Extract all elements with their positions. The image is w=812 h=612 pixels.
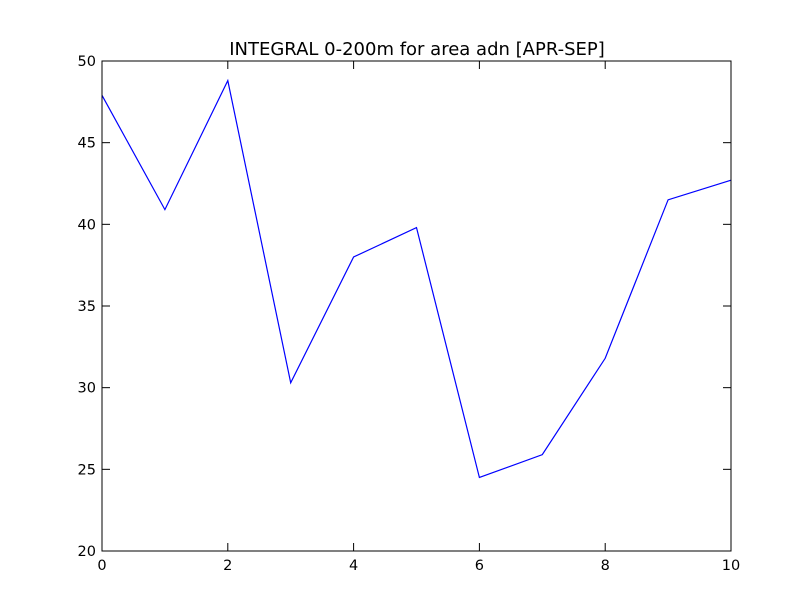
x-tick-label: 4 xyxy=(349,558,358,574)
x-tick-label: 0 xyxy=(97,558,106,574)
x-tick-label: 8 xyxy=(601,558,610,574)
y-tick-label: 25 xyxy=(78,462,96,478)
x-tick-label: 10 xyxy=(722,558,740,574)
chart-title: INTEGRAL 0-200m for area adn [APR-SEP] xyxy=(229,39,605,60)
y-tick-label: 30 xyxy=(78,381,96,397)
x-tick-label: 6 xyxy=(475,558,484,574)
series-line xyxy=(101,78,732,479)
y-tick-label: 20 xyxy=(78,544,96,560)
ticks-layer: 0 2 4 6 8 10 20 25 30 35 40 45 50 xyxy=(78,54,741,574)
x-tick-label: 2 xyxy=(223,558,232,574)
y-tick-label: 50 xyxy=(78,54,96,70)
series-layer xyxy=(101,78,732,479)
y-tick-label: 40 xyxy=(78,217,96,233)
y-tick-label: 45 xyxy=(78,136,96,152)
y-tick-label: 35 xyxy=(78,299,96,315)
plot-frame xyxy=(101,60,732,552)
plot-area xyxy=(102,61,731,551)
